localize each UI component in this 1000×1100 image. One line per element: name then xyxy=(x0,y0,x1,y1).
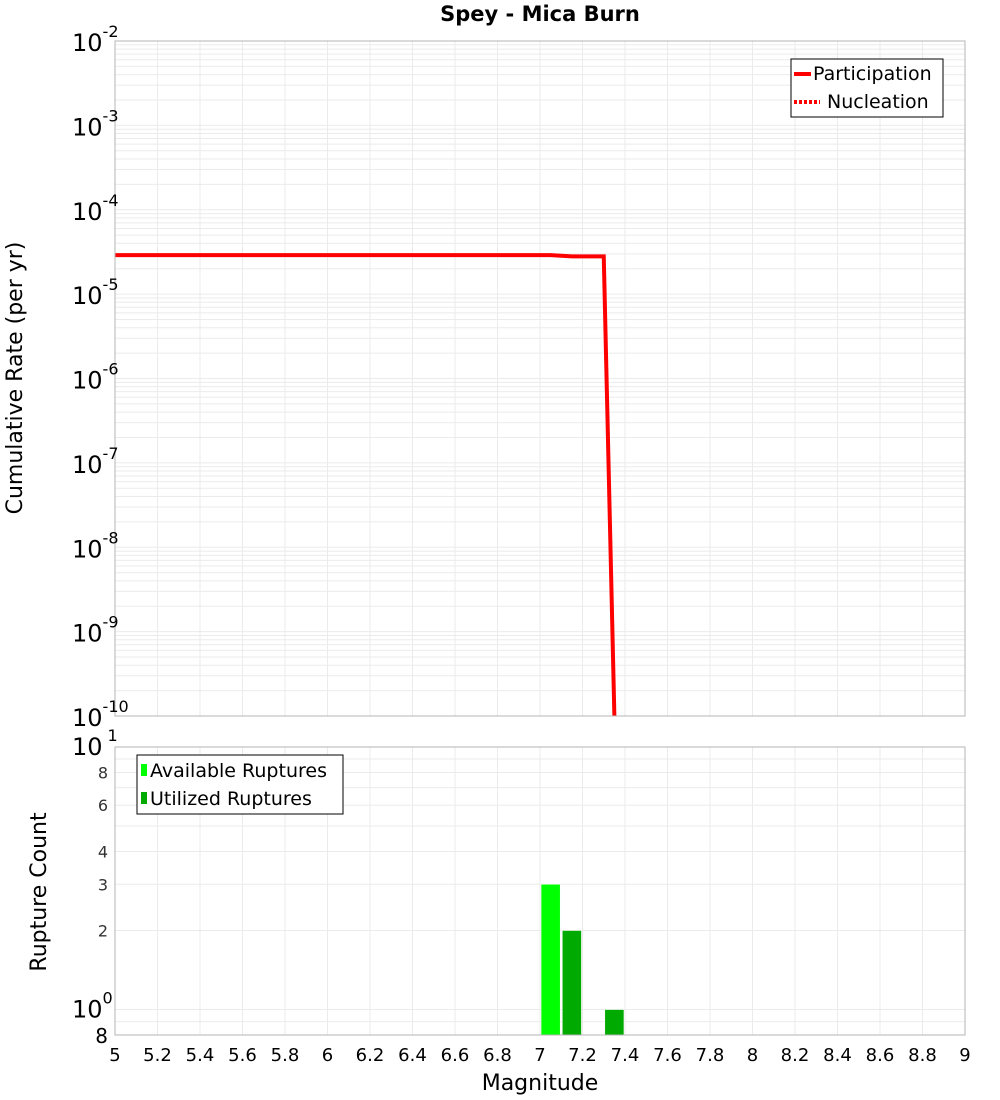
svg-text:9: 9 xyxy=(959,1045,970,1066)
svg-text:100: 100 xyxy=(72,989,113,1024)
legend-nucleation: Nucleation xyxy=(827,91,929,113)
svg-text:7.8: 7.8 xyxy=(696,1045,725,1066)
svg-text:10-9: 10-9 xyxy=(72,613,119,648)
svg-text:6: 6 xyxy=(98,796,108,815)
svg-text:4: 4 xyxy=(98,842,108,861)
svg-text:7: 7 xyxy=(534,1045,545,1066)
svg-text:5.6: 5.6 xyxy=(228,1045,257,1066)
svg-text:8.6: 8.6 xyxy=(866,1045,895,1066)
svg-text:10-6: 10-6 xyxy=(72,360,119,395)
x-axis-label: Magnitude xyxy=(482,1071,599,1096)
svg-text:5: 5 xyxy=(109,1045,120,1066)
svg-text:10-3: 10-3 xyxy=(72,106,119,141)
svg-text:10-7: 10-7 xyxy=(72,444,119,479)
svg-text:6.4: 6.4 xyxy=(398,1045,427,1066)
top-legend: Participation Nucleation xyxy=(790,58,944,118)
x-axis-ticks: 5 5.2 5.4 5.6 5.8 6 6.2 6.4 6.6 6.8 7 7.2 7.4 7.6 7.8 8… xyxy=(109,1045,970,1066)
svg-text:7.6: 7.6 xyxy=(653,1045,682,1066)
svg-text:8: 8 xyxy=(98,763,108,782)
top-y-axis-label: Cumulative Rate (per yr) xyxy=(3,242,28,515)
legend-utilized: Utilized Ruptures xyxy=(150,788,312,810)
chart-title: Spey - Mica Burn xyxy=(440,2,640,26)
available-swatch-icon xyxy=(141,764,147,776)
svg-text:8.4: 8.4 xyxy=(823,1045,852,1066)
svg-text:10-5: 10-5 xyxy=(72,275,119,310)
svg-text:6: 6 xyxy=(322,1045,333,1066)
svg-text:8.8: 8.8 xyxy=(908,1045,937,1066)
svg-text:10-4: 10-4 xyxy=(72,191,119,226)
svg-text:3: 3 xyxy=(98,875,108,894)
svg-text:5.2: 5.2 xyxy=(143,1045,172,1066)
svg-text:10-2: 10-2 xyxy=(72,22,119,57)
legend-available: Available Ruptures xyxy=(150,760,327,782)
top-y-axis-ticks: 10-2 10-3 10-4 10-5 10-6 10-7 10-8 10-9 10-10 xyxy=(72,22,129,732)
top-plot-grid xyxy=(114,41,966,717)
svg-text:8: 8 xyxy=(95,1024,108,1048)
svg-text:8.2: 8.2 xyxy=(781,1045,810,1066)
svg-text:6.2: 6.2 xyxy=(356,1045,385,1066)
svg-text:8: 8 xyxy=(747,1045,758,1066)
svg-text:7.2: 7.2 xyxy=(568,1045,597,1066)
utilized-swatch-icon xyxy=(141,792,147,804)
svg-text:10-10: 10-10 xyxy=(72,697,129,732)
bottom-plot-frame xyxy=(114,746,966,1036)
svg-text:7.4: 7.4 xyxy=(611,1045,640,1066)
top-plot-frame xyxy=(114,40,966,717)
legend-participation: Participation xyxy=(813,63,932,85)
svg-text:10-8: 10-8 xyxy=(72,528,119,563)
svg-text:6.8: 6.8 xyxy=(483,1045,512,1066)
bottom-legend: Available Ruptures Utilized Ruptures xyxy=(136,754,344,815)
svg-text:6.6: 6.6 xyxy=(441,1045,470,1066)
bottom-y-axis-label: Rupture Count xyxy=(27,812,52,972)
rate-curves xyxy=(115,253,617,717)
svg-text:2: 2 xyxy=(98,922,108,941)
svg-text:5.4: 5.4 xyxy=(186,1045,215,1066)
svg-text:5.8: 5.8 xyxy=(271,1045,300,1066)
